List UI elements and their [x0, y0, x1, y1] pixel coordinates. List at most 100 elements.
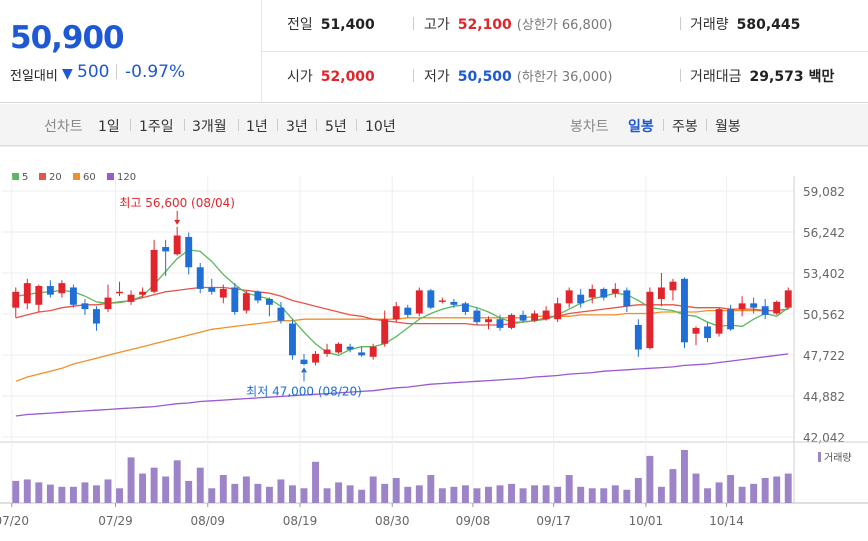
x-tick-label: 10/14 — [709, 514, 744, 528]
volume-bar — [346, 485, 354, 503]
high-annotation: 최고 56,600 (08/04) — [119, 196, 235, 210]
price-tick-label: 47,722 — [803, 349, 845, 363]
candle-body — [761, 306, 769, 315]
prev-close-label: 전일 — [287, 17, 313, 33]
divider — [413, 69, 414, 82]
legend-swatch-20 — [39, 173, 46, 180]
candle-body — [392, 306, 400, 320]
candle-body — [300, 359, 308, 364]
candle-body — [669, 281, 677, 291]
x-tick-label: 09/08 — [456, 514, 491, 528]
candle-body — [23, 283, 31, 304]
legend-label-60: 60 — [83, 172, 96, 183]
day-high: 고가 52,100 (상한가 66,800) — [424, 14, 612, 34]
candle-body — [265, 299, 273, 305]
line-chart-label: 선차트 — [44, 119, 83, 135]
candle-body — [346, 346, 354, 350]
volume-bar — [415, 485, 423, 503]
period-1w[interactable]: 1주일 — [139, 119, 174, 135]
candle-weekly[interactable]: 주봉 — [672, 119, 698, 135]
period-5y[interactable]: 5년 — [325, 119, 347, 135]
volume-label: 거래량 — [690, 17, 729, 33]
x-tick-label: 07/29 — [98, 514, 133, 528]
volume-bar — [35, 482, 43, 503]
volume-bar — [150, 467, 158, 503]
candle-monthly[interactable]: 월봉 — [715, 119, 741, 135]
candle-body — [715, 309, 723, 334]
candle-body — [473, 310, 481, 323]
volume-bar — [185, 480, 193, 503]
volume-legend-label: 거래량 — [824, 452, 852, 464]
x-tick-label: 08/30 — [375, 514, 410, 528]
price-tick-label: 53,402 — [803, 267, 845, 281]
x-tick-label: 07/20 — [0, 514, 29, 528]
candle-body — [312, 353, 319, 363]
candle-body — [634, 325, 642, 350]
volume-bar — [219, 475, 227, 503]
volume-bar — [450, 486, 458, 503]
high-label: 고가 — [424, 17, 450, 33]
volume-bar — [404, 486, 412, 503]
x-tick-label: 09/17 — [536, 514, 571, 528]
period-10y[interactable]: 10년 — [365, 119, 396, 135]
legend-label-20: 20 — [49, 172, 62, 183]
volume-bar — [323, 488, 331, 503]
change-percent: -0.97% — [125, 62, 186, 82]
candle-body — [657, 287, 665, 300]
candle-body — [750, 303, 758, 308]
volume-bar — [104, 479, 112, 503]
volume-bar — [208, 488, 216, 503]
candle-body — [588, 288, 596, 298]
period-3y[interactable]: 3년 — [286, 119, 308, 135]
stock-chart: 5 20 60 120 59,082 56,242 53,402 50,562 47,722 44… — [0, 146, 868, 528]
candle-body — [519, 314, 527, 321]
volume-bar — [69, 486, 77, 503]
volume-bar — [577, 486, 585, 503]
low-arrow-icon — [301, 367, 307, 373]
volume-bar — [173, 460, 181, 503]
period-1d[interactable]: 1일 — [98, 119, 120, 135]
candle-daily[interactable]: 일봉 — [628, 119, 654, 135]
divider — [680, 17, 681, 30]
volume-bar — [265, 486, 273, 503]
candle-body — [69, 287, 77, 305]
volume-bar — [162, 476, 170, 503]
candle-body — [438, 300, 446, 302]
candle-body — [162, 247, 170, 252]
period-3m[interactable]: 3개월 — [192, 119, 227, 135]
down-arrow-icon: ▼ — [62, 66, 73, 82]
ma60-line — [15, 308, 789, 382]
ma5-line — [15, 249, 789, 356]
candle-body — [185, 236, 193, 268]
volume-bar — [750, 483, 758, 503]
divider — [706, 119, 707, 131]
price-tick-label: 50,562 — [803, 308, 845, 322]
candle-body — [461, 303, 469, 313]
legend-label-5: 5 — [22, 172, 28, 183]
candle-body — [93, 309, 100, 324]
candle-body — [784, 290, 792, 308]
trade-value-label: 거래대금 — [690, 69, 742, 85]
volume-bar — [300, 488, 308, 503]
volume-bar — [358, 489, 366, 503]
volume-bar — [139, 473, 147, 503]
volume-bar — [369, 476, 377, 503]
volume-bar — [565, 475, 573, 503]
candle-body — [231, 287, 239, 313]
row-divider — [262, 51, 868, 52]
lower-limit: (하한가 36,000) — [516, 70, 613, 85]
price-tick-label: 56,242 — [803, 226, 845, 240]
volume-bar — [392, 477, 400, 503]
candle-body — [139, 291, 147, 295]
day-low: 저가 50,500 (하한가 36,000) — [424, 66, 612, 86]
volume-bar — [23, 479, 31, 503]
volume-bar — [669, 469, 677, 503]
legend-swatch-5 — [12, 173, 19, 180]
candle-body — [208, 287, 216, 292]
volume-bar — [381, 483, 389, 503]
candle-body — [58, 283, 66, 294]
volume-bar — [438, 488, 446, 503]
volume-value: 580,445 — [736, 17, 801, 33]
period-1y[interactable]: 1년 — [246, 119, 268, 135]
quote-panel: 50,900 전일대비 ▼ 500 -0.97% 전일 51,400 고가 52,1… — [0, 0, 868, 103]
